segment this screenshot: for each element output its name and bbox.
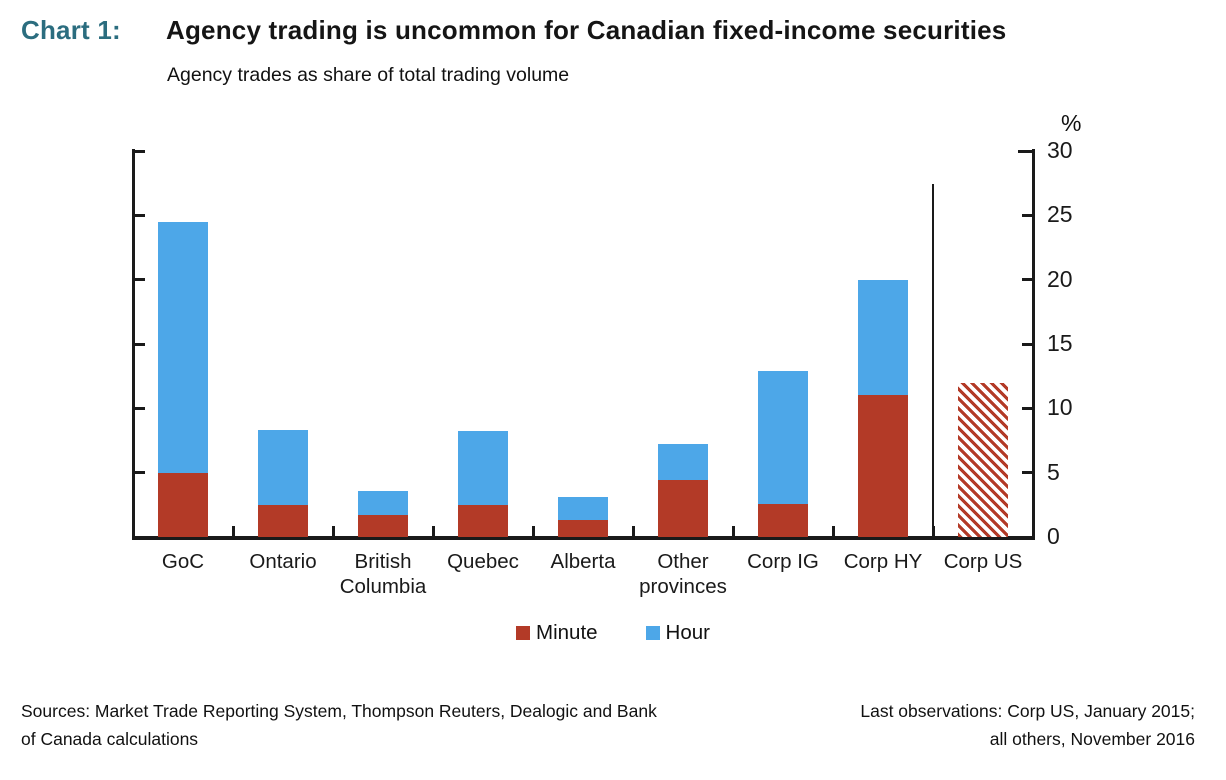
- y-axis-right-tick: [1021, 342, 1032, 346]
- bar-segment-hour: [458, 431, 508, 505]
- legend-label-hour: Hour: [665, 621, 710, 644]
- x-axis-tick: [431, 526, 435, 537]
- x-axis-tick: [731, 526, 735, 537]
- y-axis-right-tick: [1017, 149, 1032, 153]
- bar-hatched-8: [958, 382, 1008, 537]
- sources-note-line1: Sources: Market Trade Reporting System, …: [21, 701, 657, 721]
- bar-segment-minute: [458, 504, 508, 537]
- bar-segment-minute: [358, 515, 408, 537]
- last-observations-note: Last observations: Corp US, January 2015…: [635, 697, 1195, 753]
- legend: Minute Hour: [0, 620, 1226, 646]
- minute-swatch: [516, 626, 531, 640]
- y-tick-label: 30: [1047, 137, 1073, 163]
- legend-label-minute: Minute: [536, 621, 598, 644]
- y-tick-label: 0: [1047, 523, 1060, 549]
- bar-segment-hour: [658, 444, 708, 481]
- x-category-label: Corp HY: [843, 550, 923, 573]
- x-category-label: British Columbia: [339, 550, 427, 598]
- x-category-label: GoC: [161, 550, 205, 573]
- x-category-label: Quebec: [447, 550, 519, 573]
- x-axis-tick: [631, 526, 635, 537]
- x-axis-tick: [531, 526, 535, 537]
- legend-item-minute: Minute: [516, 620, 598, 646]
- x-axis-line: [131, 536, 1035, 540]
- x-category-label: Corp IG: [747, 550, 819, 573]
- y-axis-left-tick: [134, 149, 145, 153]
- bar-segment-hour: [158, 221, 208, 473]
- y-axis-right-tick: [1021, 213, 1032, 217]
- hour-swatch: [645, 626, 660, 640]
- chart-title: Agency trading is uncommon for Canadian …: [166, 15, 1007, 45]
- last-observations-line2: all others, November 2016: [989, 729, 1195, 749]
- bar-segment-minute: [158, 472, 208, 537]
- x-axis-tick: [231, 526, 235, 537]
- y-axis-right-tick: [1021, 471, 1032, 475]
- bar-segment-hour: [358, 490, 408, 516]
- y-axis-right-spine: [1031, 149, 1035, 539]
- bar-segment-hour: [758, 371, 808, 504]
- bar-segment-minute: [758, 503, 808, 537]
- bar-segment-minute: [558, 520, 608, 537]
- bar-segment-hour: [858, 279, 908, 396]
- bar-segment-hour: [258, 430, 308, 505]
- y-axis-left-tick: [134, 342, 145, 346]
- bar-segment-hour: [558, 497, 608, 521]
- y-axis-left-tick: [134, 213, 145, 217]
- x-category-label: Ontario: [249, 550, 317, 573]
- y-axis-left-spine: [131, 149, 135, 539]
- y-axis-unit-label: %: [1061, 110, 1082, 136]
- bar-segment-minute: [258, 504, 308, 537]
- sources-note: Sources: Market Trade Reporting System, …: [21, 697, 811, 753]
- y-axis-left-tick: [134, 406, 145, 410]
- x-category-label: Corp US: [943, 550, 1023, 573]
- y-tick-label: 10: [1047, 394, 1073, 421]
- legend-item-hour: Hour: [645, 620, 710, 646]
- x-category-label: Other provinces: [639, 550, 727, 598]
- chart-number: Chart 1:: [21, 15, 121, 45]
- sources-note-line2: of Canada calculations: [21, 729, 199, 749]
- y-axis-left-tick: [134, 278, 145, 282]
- last-observations-line1: Last observations: Corp US, January 2015…: [860, 701, 1195, 721]
- chart-subtitle: Agency trades as share of total trading …: [167, 64, 570, 86]
- x-axis-tick: [331, 526, 335, 537]
- series-break-line: [931, 184, 935, 537]
- x-category-label: Alberta: [550, 550, 616, 573]
- y-tick-label: 5: [1047, 458, 1060, 485]
- bar-segment-minute: [858, 395, 908, 537]
- y-tick-label: 25: [1047, 201, 1073, 228]
- plot-area: % 0 5 10 15 20 25 30 GoC Ontario British Columbia…: [131, 110, 1081, 598]
- x-axis-tick: [831, 526, 835, 537]
- y-axis-right-tick: [1021, 278, 1032, 282]
- y-tick-label: 15: [1047, 330, 1073, 356]
- bar-segment-minute: [658, 480, 708, 537]
- y-axis-left-tick: [134, 471, 145, 475]
- y-tick-label: 20: [1047, 265, 1073, 292]
- y-axis-right-tick: [1021, 406, 1032, 410]
